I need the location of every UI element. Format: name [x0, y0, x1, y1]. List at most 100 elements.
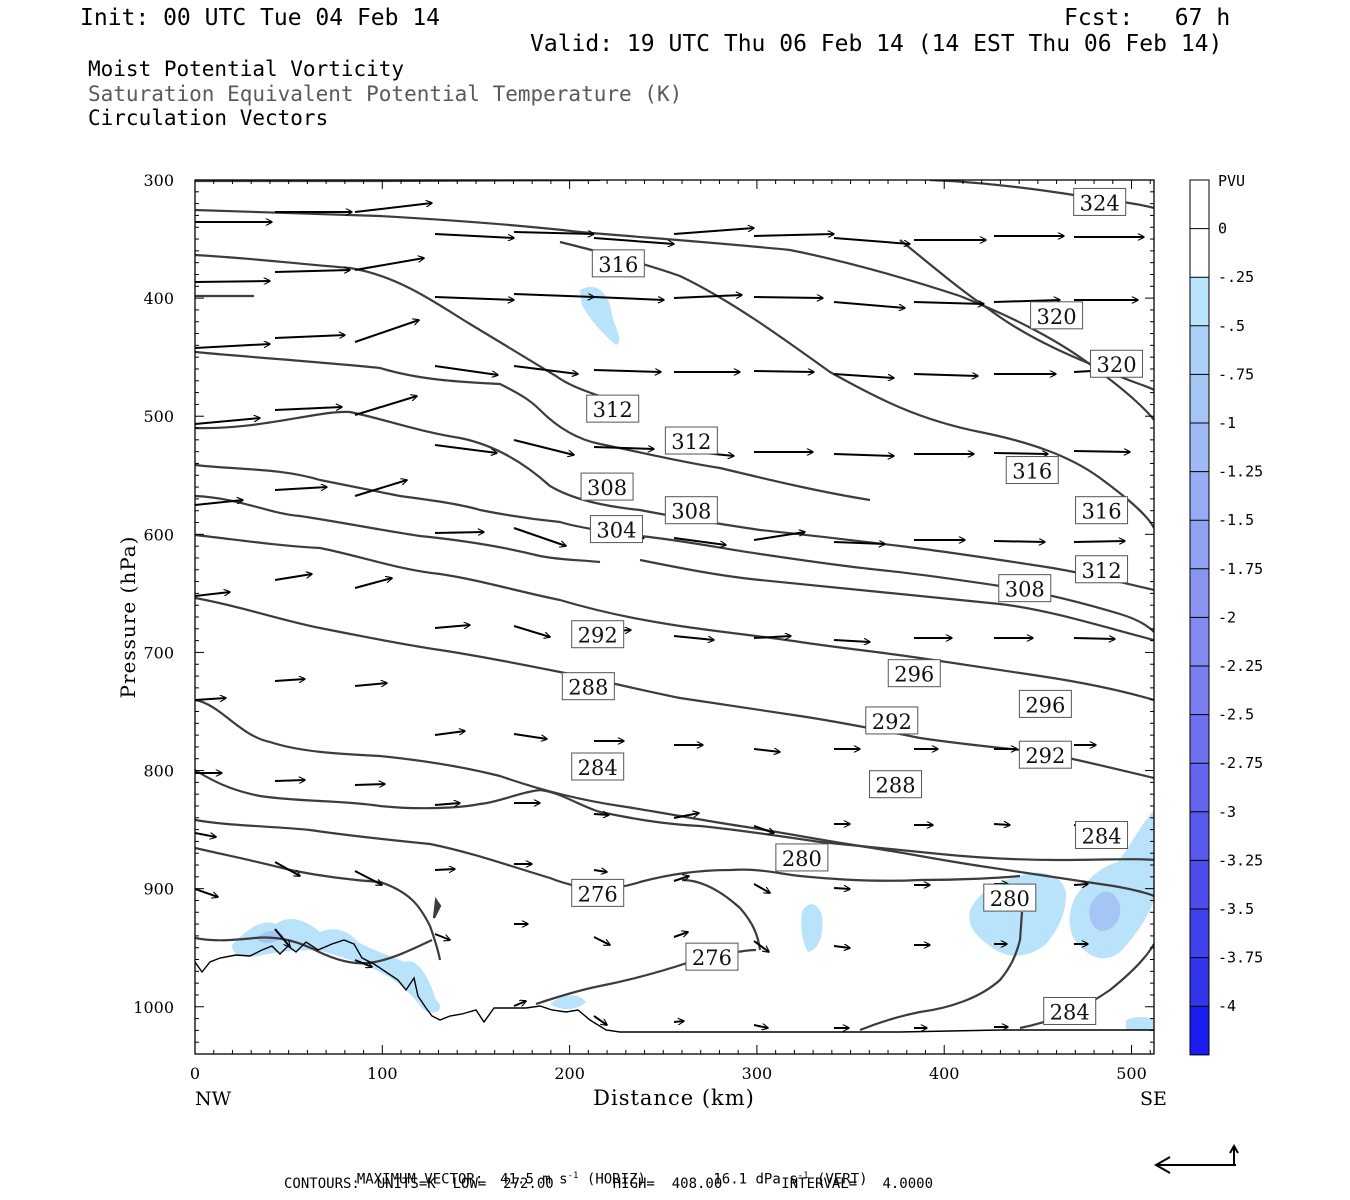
title-circulation: Circulation Vectors [88, 106, 329, 130]
contour-label: 320 [1090, 349, 1144, 378]
contour-label: 316 [1005, 456, 1059, 485]
colorbar-swatch [1190, 957, 1209, 1007]
colorbar-label: -.25 [1218, 268, 1254, 286]
vector-arrow [434, 869, 455, 870]
vector-arrow [833, 373, 894, 378]
vector-arrow [593, 936, 610, 946]
colorbar-label: -2.25 [1218, 657, 1263, 675]
contour-line [929, 180, 1154, 210]
colorbar-label: -4 [1218, 997, 1236, 1015]
x-axis-label: Distance (km) [593, 1086, 755, 1110]
pv-area [1126, 1017, 1154, 1030]
vector-arrow [673, 228, 754, 235]
max-vector-line: MAXIMUM VECTOR: 41.5 m s-1 (HORIZ) 16.1 … [340, 1158, 868, 1187]
vector-arrow [274, 861, 300, 876]
contour-label-text: 320 [1096, 353, 1136, 377]
contour-label-text: 276 [578, 882, 618, 906]
pv-area [801, 904, 823, 952]
vector-arrow [195, 344, 270, 349]
vector-arrow [993, 541, 1045, 542]
colorbar-unit: PVU [1218, 172, 1245, 190]
contour-line [899, 239, 1154, 391]
pv-shading [232, 286, 1154, 1030]
colorbar-swatch [1190, 763, 1209, 813]
colorbar-label: -3 [1218, 803, 1236, 821]
contour-label-text: 284 [1082, 825, 1122, 849]
contour-label-text: 284 [1050, 1000, 1090, 1024]
vector-arrow [434, 296, 514, 300]
vector-arrow [913, 374, 978, 376]
contour-label-text: 324 [1080, 191, 1120, 215]
vert-unit: dPa s [755, 1171, 798, 1188]
max-vector-label: MAXIMUM VECTOR: [356, 1171, 484, 1188]
vector-arrow [354, 683, 387, 686]
y-tick-label: 900 [143, 880, 174, 899]
vert-max-value: 16.1 [713, 1171, 748, 1188]
contour-label: 284 [1043, 996, 1097, 1025]
vector-arrow [354, 203, 432, 213]
vector-arrow [1073, 638, 1115, 639]
pv-area [232, 918, 441, 1013]
contour-label: 280 [775, 843, 829, 872]
contour-line [195, 936, 433, 965]
vector-arrow [593, 814, 609, 815]
vector-arrow [513, 733, 547, 739]
vector-arrow [753, 1025, 768, 1028]
y-tick-label: 500 [143, 407, 174, 426]
contour-line [195, 533, 1154, 702]
vector-arrow [195, 592, 230, 597]
contour-label: 312 [1075, 555, 1129, 584]
contour-line [195, 410, 1154, 592]
colorbar-swatch [1190, 909, 1209, 959]
vector-arrow [195, 698, 226, 700]
colorbar-swatch [1190, 1006, 1209, 1056]
vector-arrow [274, 270, 350, 272]
vector-arrow [833, 640, 870, 642]
contour-line [559, 240, 1154, 529]
contour-label: 316 [1075, 496, 1129, 525]
colorbar-label: -1 [1218, 414, 1236, 432]
vector-arrow [354, 480, 407, 497]
contour-line [195, 463, 1154, 633]
vector-arrow [993, 453, 1048, 454]
vector-arrow [753, 883, 770, 893]
vector-arrow [673, 932, 688, 938]
vector-arrow [753, 749, 780, 752]
vector-arrow [673, 876, 689, 882]
vector-arrow [354, 320, 419, 343]
contour-label: 308 [998, 574, 1052, 603]
contour-label: 320 [1030, 301, 1084, 330]
horiz-max-value: 41.5 [500, 1171, 534, 1188]
contour-line [195, 208, 1154, 421]
colorbar-swatch [1190, 568, 1209, 618]
vector-arrow [753, 297, 823, 298]
contour-label: 284 [1075, 821, 1129, 849]
y-tick-label: 700 [143, 643, 174, 662]
contour-line [681, 878, 762, 951]
contour-label-text: 304 [596, 519, 636, 543]
contour-label-text: 308 [671, 500, 711, 524]
contour-label-text: 316 [598, 253, 638, 277]
contour-label: 304 [589, 515, 643, 544]
colorbar-swatch [1190, 277, 1209, 327]
x-axis-left-end: NW [195, 1088, 232, 1110]
x-tick-label: 200 [554, 1064, 585, 1083]
colorbar-swatch [1190, 811, 1209, 861]
vector-arrow [833, 237, 910, 244]
contour-label-text: 296 [1025, 693, 1065, 717]
colorbar-label: -.5 [1218, 317, 1245, 335]
vector-arrow [195, 888, 218, 897]
colorbar-swatch [1190, 714, 1209, 764]
forecast-hour: Fcst: 67 h [1064, 5, 1231, 31]
theta-es-contours [195, 180, 1154, 1032]
init-time: Init: 00 UTC Tue 04 Feb 14 [80, 5, 441, 31]
vector-arrow [434, 233, 514, 238]
vector-arrow [673, 635, 714, 640]
contour-label-text: 312 [671, 430, 711, 454]
vector-arrow [593, 1015, 607, 1025]
pv-colorbar: 0 -.25 -.5 -.75 -1 -1.25 -1.5 -1.75 -2 -2.25 -2.5 -… [1189, 179, 1263, 1056]
vector-arrow [274, 407, 342, 411]
vector-arrow [434, 444, 497, 453]
contour-label-text: 316 [1012, 460, 1052, 484]
